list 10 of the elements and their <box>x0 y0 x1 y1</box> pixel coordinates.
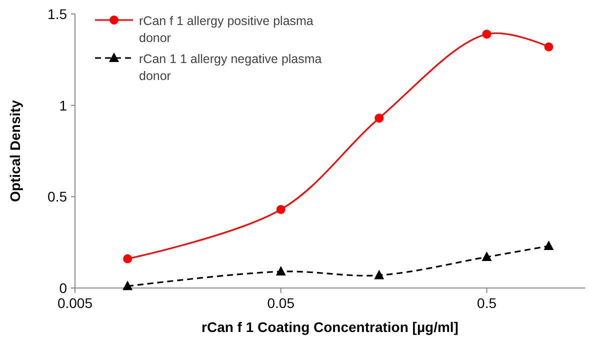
x-tick-label: 0.05 <box>267 295 295 311</box>
legend-label: rCan 1 1 allergy negative plasma donor <box>139 52 322 83</box>
y-tick-label: 0 <box>59 280 68 296</box>
y-tick-label: 0.5 <box>48 188 68 205</box>
y-axis-title: Optical Density <box>7 100 23 202</box>
y-tick-label: 1.5 <box>48 6 68 22</box>
x-tick-label: 0.005 <box>57 295 93 311</box>
x-axis-title: rCan f 1 Coating Concentration [µg/ml] <box>202 319 458 335</box>
x-tick-label: 0.5 <box>477 295 497 311</box>
y-tick-label: 1 <box>59 97 68 114</box>
